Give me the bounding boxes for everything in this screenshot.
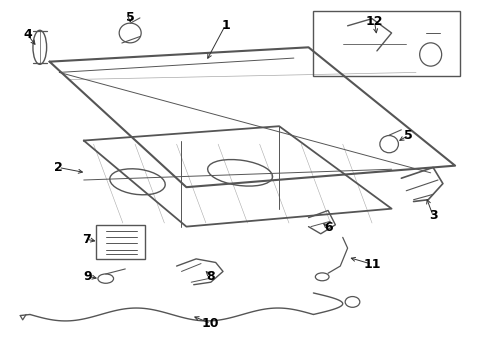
Text: 2: 2	[54, 161, 63, 174]
Text: 11: 11	[363, 258, 381, 271]
Text: 12: 12	[366, 15, 383, 28]
Text: 10: 10	[202, 317, 220, 330]
Text: 6: 6	[324, 221, 332, 234]
Text: 3: 3	[429, 210, 438, 222]
Text: 8: 8	[206, 270, 215, 283]
Text: 5: 5	[404, 129, 413, 142]
Text: 5: 5	[126, 12, 135, 24]
Text: 4: 4	[23, 28, 32, 41]
Text: 7: 7	[82, 233, 91, 246]
Text: 1: 1	[221, 19, 230, 32]
Text: 9: 9	[83, 270, 92, 283]
